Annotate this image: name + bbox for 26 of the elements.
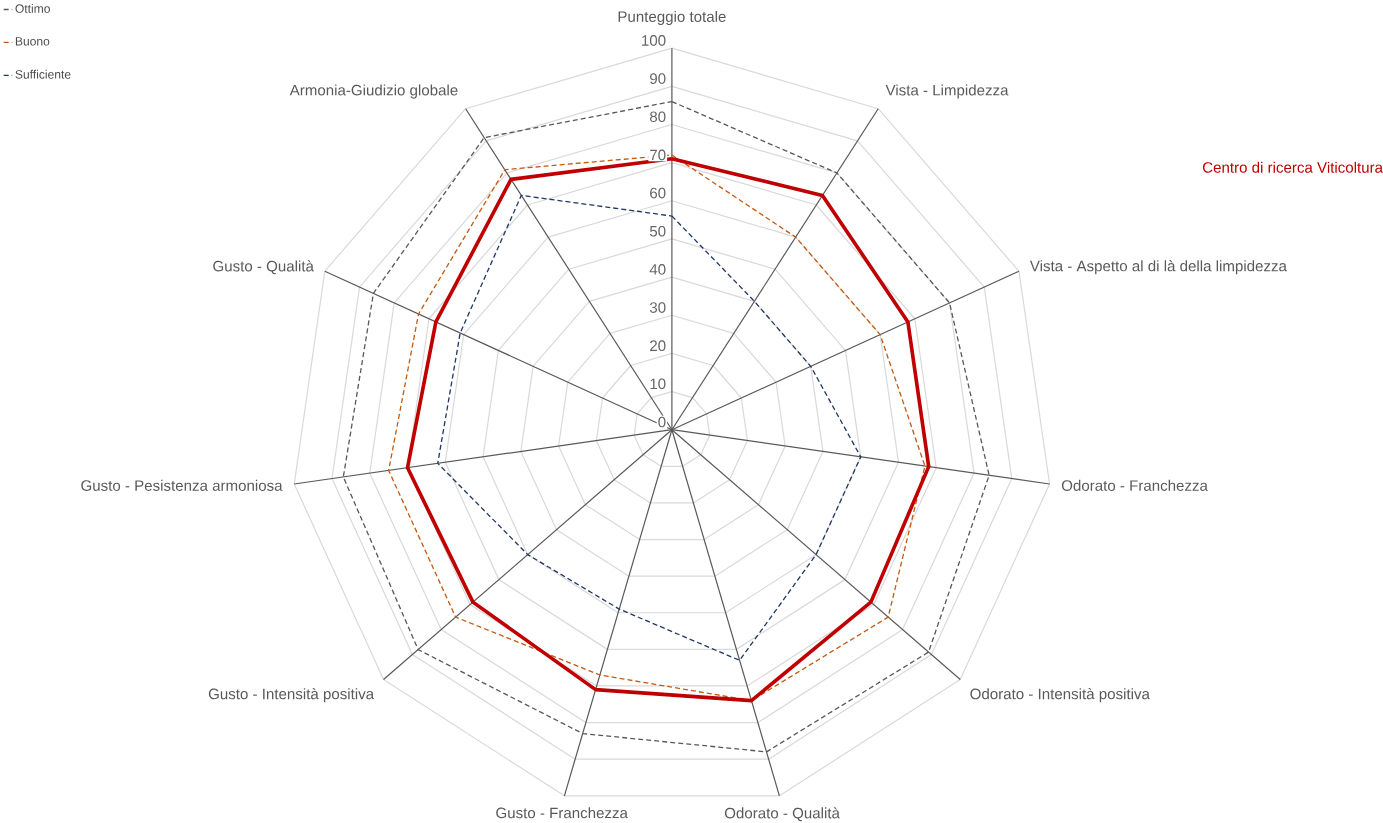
y-tick-label: 90 <box>650 73 666 84</box>
y-tick-label: 10 <box>650 378 666 390</box>
y-tick-label: 30 <box>649 302 666 313</box>
text: Centro di ricerca Viticoltura <box>1202 161 1383 173</box>
spoke-label: Odorato - Franchezza <box>1061 479 1208 491</box>
spoke-label: Gusto - Qualità <box>213 260 314 275</box>
y-tick-label: 40 <box>649 263 666 275</box>
spoke-label: Gusto - Franchezza <box>496 807 628 819</box>
y-tick-label: 80 <box>649 111 666 123</box>
spoke-label: Vista - Aspetto al di là della limpidezza <box>1029 260 1287 275</box>
spoke-label: Odorato - Qualità <box>724 807 840 822</box>
spoke-label: Gusto - Pesistenza armoniosa <box>81 479 283 491</box>
y-tick-label: 20 <box>650 340 666 351</box>
legend-label: Buono <box>15 37 50 46</box>
spoke-label: Vista - Limpidezza <box>885 84 1009 99</box>
y-tick-label: 60 <box>650 187 666 199</box>
spoke-label: Punteggio totale <box>618 10 726 25</box>
y-tick-label: 70 <box>650 149 666 161</box>
y-tick-label: 0 <box>658 416 666 428</box>
y-tick-label: 100 <box>642 35 666 46</box>
spoke-label: Odorato - Intensità positiva <box>970 687 1150 703</box>
legend-label: Sufficiente <box>15 69 71 79</box>
y-tick-label: 50 <box>649 225 666 237</box>
spoke-label: Armonia-Giudizio globale <box>289 84 458 99</box>
legend-label: Ottimo <box>15 3 50 13</box>
spoke-label: Gusto - Intensità positiva <box>208 687 375 703</box>
